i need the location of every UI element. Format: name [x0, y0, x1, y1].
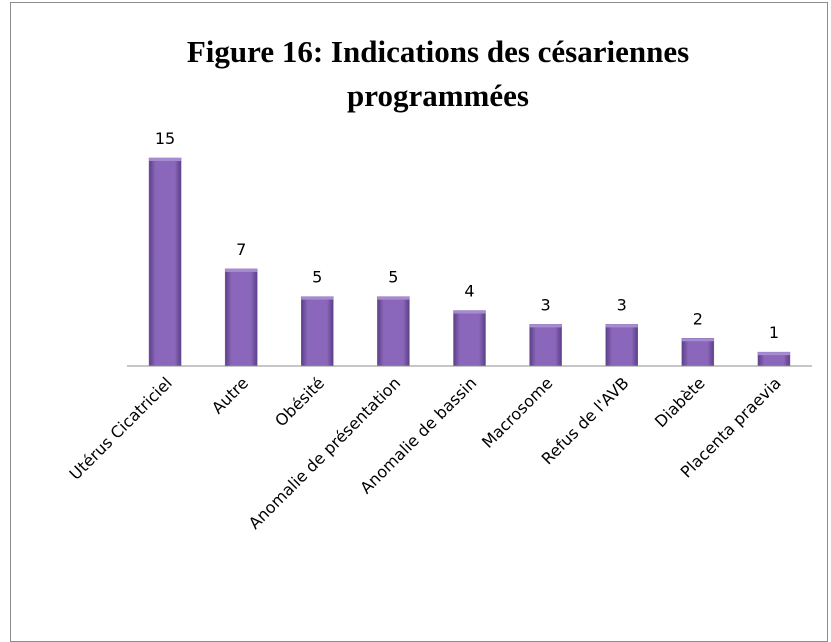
bar [453, 310, 486, 367]
bar-top [605, 324, 638, 328]
bar [529, 324, 562, 367]
value-label: 3 [541, 295, 551, 314]
bar-top [377, 296, 410, 300]
bar-top [225, 268, 258, 272]
value-label: 4 [464, 282, 474, 301]
x-tick-label: Diabète [651, 373, 709, 431]
value-label: 3 [617, 295, 627, 314]
bar-top [757, 352, 790, 356]
bar-top [301, 296, 334, 300]
bar-top [149, 158, 182, 161]
chart: 15 Utérus Cicatriciel 7 Autre 5 Obésité 5 Anoma… [66, 129, 812, 533]
bar [605, 324, 638, 367]
x-tick-label: Macrosome [478, 373, 556, 451]
bar [148, 157, 182, 367]
value-label: 15 [155, 129, 175, 148]
bar [224, 268, 258, 367]
bar [681, 338, 715, 367]
x-tick-label: Obésité [271, 373, 328, 430]
chart-area: Figure 16: Indications des césariennes p… [10, 2, 828, 642]
value-label: 5 [388, 268, 398, 287]
value-label: 2 [693, 309, 703, 328]
bar-top [529, 324, 562, 328]
bar [301, 296, 334, 367]
bar [377, 296, 410, 367]
value-label: 7 [236, 240, 246, 259]
value-label: 1 [769, 323, 779, 342]
value-label: 5 [312, 268, 322, 287]
bar-top [453, 310, 486, 314]
bar-top [681, 338, 714, 342]
x-tick-label: Anomalie de présentation [245, 373, 404, 532]
x-tick-label: Utérus Cicatriciel [66, 373, 176, 483]
chart-title: Figure 16: Indications des césariennes p… [186, 34, 690, 113]
x-tick-label: Autre [208, 373, 252, 417]
